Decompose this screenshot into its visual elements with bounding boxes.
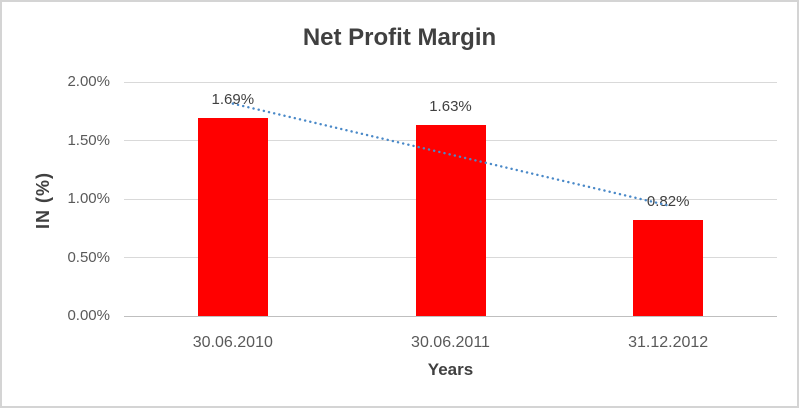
bar-data-label: 1.69% (211, 91, 255, 109)
y-tick-label: 0.50% (67, 248, 110, 266)
chart-title: Net Profit Margin (302, 24, 497, 51)
bar (197, 118, 268, 316)
bar-data-label: 1.63% (429, 98, 472, 116)
gridline (124, 81, 777, 83)
x-tick-label: 30.06.2011 (411, 334, 490, 351)
x-tick-label: 31.12.2012 (628, 334, 709, 351)
x-axis-title: Years (427, 360, 474, 379)
y-tick-label: 2.00% (67, 73, 110, 90)
x-tick-label: 30.06.2010 (192, 334, 273, 351)
bar-data-label: 0.82% (646, 193, 690, 211)
y-tick-label: 1.00% (67, 190, 110, 207)
y-tick-label: 0.00% (67, 307, 110, 324)
y-tick-label: 1.50% (67, 131, 110, 149)
bar (415, 125, 486, 316)
bar (633, 220, 704, 316)
plot-area: 0.00% 0.50% 1.00% 1.50% 2.00% 1.69% 30.06.2010… (67, 73, 777, 351)
